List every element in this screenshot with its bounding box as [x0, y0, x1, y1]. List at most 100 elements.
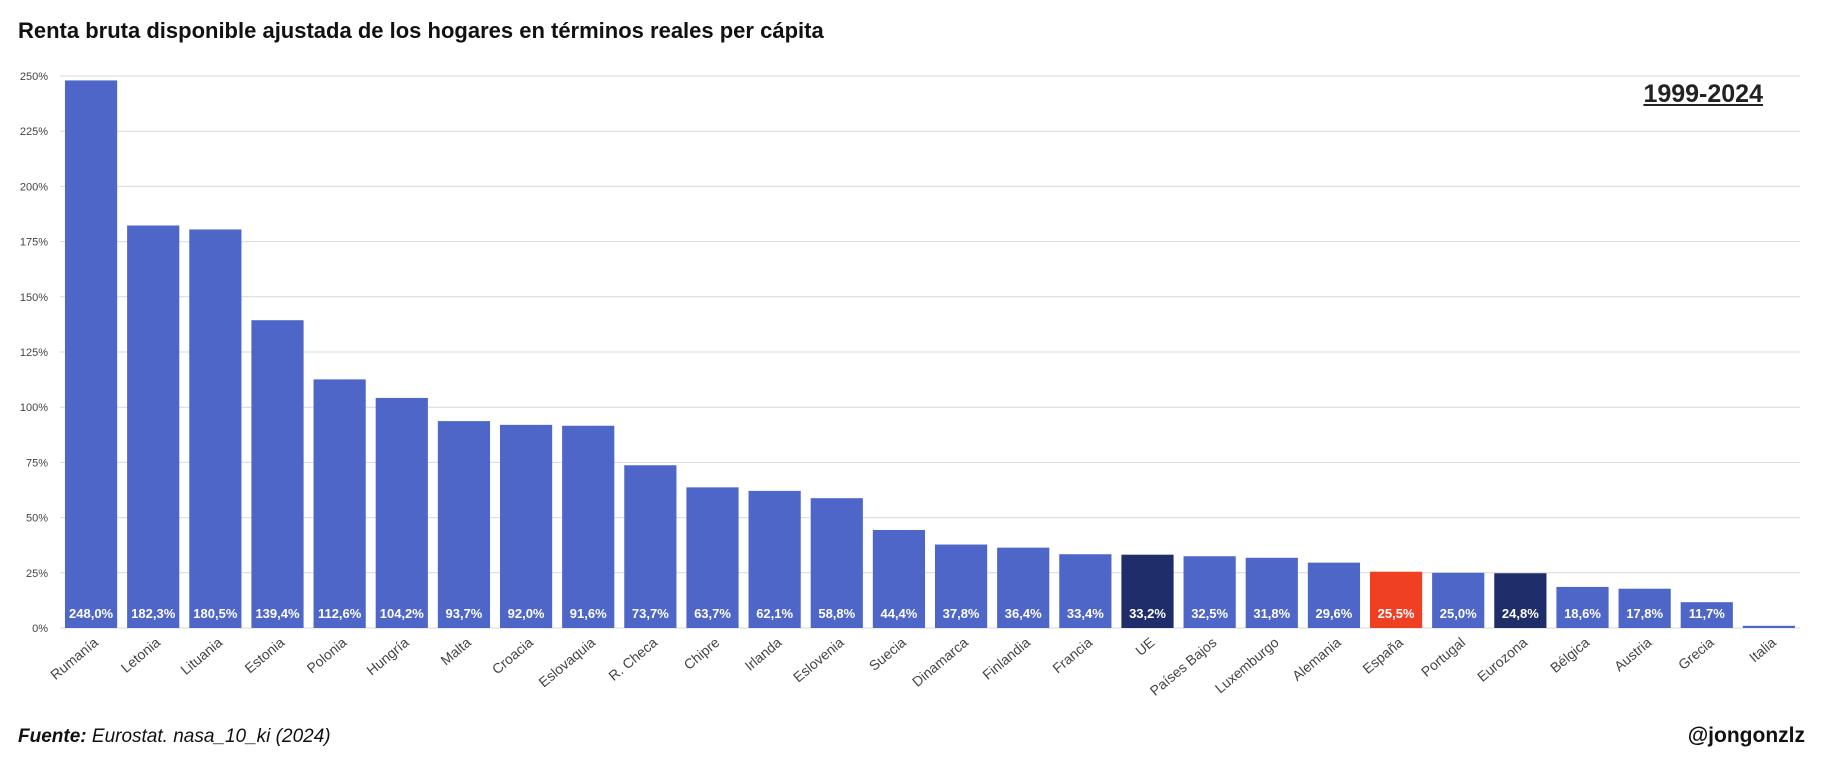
- bar-value-label: 37,8%: [943, 606, 980, 621]
- x-tick-label: España: [1359, 634, 1406, 677]
- bar-value-label: 33,4%: [1067, 606, 1104, 621]
- y-tick-label: 25%: [26, 568, 48, 580]
- x-tick-label: Austria: [1611, 634, 1655, 674]
- x-tick-label: Eurozona: [1474, 634, 1530, 685]
- x-tick-label: Irlanda: [741, 634, 784, 674]
- x-tick-label: Luxemburgo: [1212, 634, 1282, 696]
- x-tick-label: Portugal: [1418, 634, 1468, 680]
- bar: [624, 465, 677, 628]
- bar-value-label: 63,7%: [694, 606, 731, 621]
- bar: [934, 544, 988, 628]
- bar-value-label: 93,7%: [445, 606, 482, 621]
- x-tick-label: Letonia: [118, 634, 164, 676]
- chart-title: Renta bruta disponible ajustada de los h…: [18, 18, 824, 43]
- x-tick-label: Eslovaquia: [535, 634, 598, 690]
- x-axis-labels: Rumanía Letonia Lituania Estonia Polonia Hung…: [47, 634, 1779, 699]
- bar: [1494, 573, 1547, 628]
- bar-value-label: 29,6%: [1315, 606, 1352, 621]
- x-tick-label: Eslovenia: [790, 634, 847, 685]
- bar-value-label: 104,2%: [380, 606, 425, 621]
- bar: [1369, 571, 1423, 628]
- bar: [1432, 572, 1485, 628]
- source-label: Fuente:: [18, 726, 87, 747]
- bar: [313, 379, 366, 628]
- x-tick-label: Estonia: [241, 634, 287, 676]
- bar-value-label: 36,4%: [1005, 606, 1042, 621]
- bar-value-label: 112,6%: [318, 606, 362, 621]
- x-tick-label: Croacia: [489, 634, 536, 677]
- bar: [1183, 556, 1236, 628]
- bar-value-label: 180,5%: [193, 606, 238, 621]
- bar: [810, 498, 863, 628]
- bar-value-label: 73,7%: [632, 606, 669, 621]
- x-tick-label: Francia: [1049, 634, 1095, 676]
- y-tick-label: 50%: [26, 513, 48, 525]
- bar-value-label: 32,5%: [1191, 606, 1228, 621]
- bar: [1618, 588, 1671, 628]
- y-tick-label: 125%: [20, 347, 48, 359]
- bar: [1059, 554, 1112, 628]
- x-tick-label: UE: [1132, 634, 1157, 659]
- bars: [64, 80, 1796, 628]
- bar: [1556, 586, 1609, 628]
- x-tick-label: R. Checa: [605, 634, 660, 684]
- bar-value-label: 62,1%: [756, 606, 793, 621]
- bar: [997, 547, 1050, 628]
- bar-value-label: 18,6%: [1564, 606, 1601, 621]
- bar-value-label: 17,8%: [1626, 606, 1663, 621]
- bar-value-label: 248,0%: [69, 606, 114, 621]
- y-axis-ticks: 0% 25% 50% 75% 100% 125% 150% 175% 200% 225% 250%: [20, 71, 48, 635]
- bar: [686, 487, 739, 628]
- period-label: 1999-2024: [1643, 80, 1763, 108]
- bar: [562, 425, 615, 628]
- x-tick-label: Malta: [437, 634, 474, 668]
- bar: [251, 320, 304, 628]
- bar-value-label: 92,0%: [508, 606, 545, 621]
- bar-value-label: 11,7%: [1689, 606, 1726, 621]
- source-text: Eurostat. nasa_10_ki (2024): [91, 726, 331, 747]
- x-tick-label: Finlandia: [979, 634, 1033, 683]
- bar-value-label: 25,0%: [1440, 606, 1477, 621]
- bar-value-label: 139,4%: [255, 606, 300, 621]
- bar: [1307, 562, 1361, 628]
- bar: [1121, 554, 1174, 628]
- y-tick-label: 225%: [20, 126, 48, 138]
- x-tick-label: Rumanía: [47, 634, 101, 683]
- bar: [375, 397, 428, 628]
- x-tick-label: Chipre: [681, 634, 723, 673]
- bar: [499, 424, 553, 628]
- bar: [748, 490, 801, 628]
- x-tick-label: Grecia: [1675, 634, 1717, 673]
- source-note: Fuente: Eurostat. nasa_10_ki (2024): [18, 726, 331, 748]
- bar-value-label: 91,6%: [570, 606, 607, 621]
- bar: [127, 225, 180, 628]
- bar: [872, 529, 926, 628]
- bar-value-label: 33,2%: [1129, 606, 1166, 621]
- bar: [1245, 557, 1298, 628]
- x-tick-label: Alemania: [1289, 634, 1344, 684]
- x-tick-label: Hungría: [363, 634, 412, 678]
- bar-value-label: 44,4%: [880, 606, 917, 621]
- x-tick-label: Italia: [1746, 634, 1779, 665]
- x-tick-label: Lituania: [177, 634, 225, 678]
- author-handle: @jongonzlz: [1687, 724, 1805, 747]
- bar: [437, 421, 491, 628]
- bar-value-label: 58,8%: [818, 606, 855, 621]
- y-tick-label: 75%: [26, 457, 48, 469]
- y-tick-label: 100%: [20, 402, 48, 414]
- x-tick-label: Polonia: [304, 634, 350, 676]
- bar-value-label: 182,3%: [131, 606, 176, 621]
- bar: [64, 80, 118, 628]
- bar: [189, 229, 242, 628]
- y-tick-label: 175%: [20, 237, 48, 249]
- bar: [1680, 602, 1733, 628]
- y-tick-label: 250%: [20, 71, 48, 83]
- x-tick-label: Suecia: [866, 634, 909, 674]
- bar: [1742, 625, 1796, 628]
- y-tick-label: 0%: [32, 623, 48, 635]
- bar-value-label: 24,8%: [1502, 606, 1539, 621]
- bar-value-label: 25,5%: [1378, 606, 1415, 621]
- y-tick-label: 200%: [20, 181, 48, 193]
- y-tick-label: 150%: [20, 292, 48, 304]
